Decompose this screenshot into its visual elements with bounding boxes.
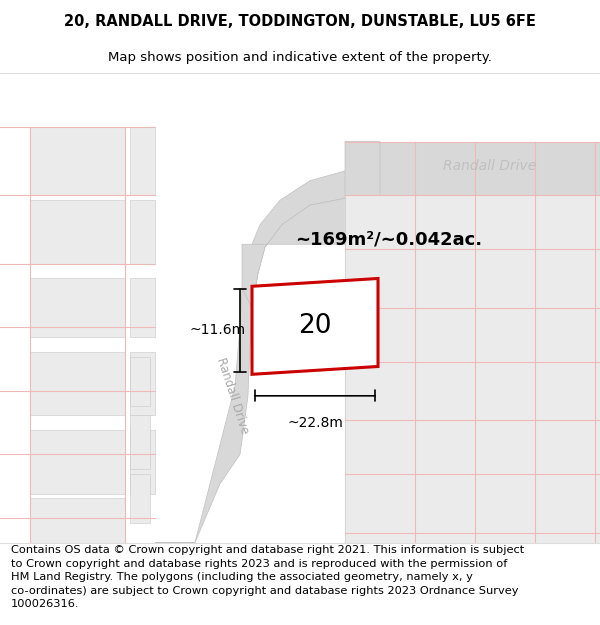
Bar: [30, 279, 125, 337]
Bar: [345, 196, 600, 249]
Bar: [30, 352, 125, 416]
Bar: [130, 200, 155, 264]
Bar: [345, 142, 600, 196]
Text: Randall Drive: Randall Drive: [443, 159, 536, 173]
Bar: [130, 474, 150, 523]
Polygon shape: [252, 279, 378, 374]
Bar: [30, 127, 125, 196]
Text: ~22.8m: ~22.8m: [287, 416, 343, 430]
Text: ~11.6m: ~11.6m: [190, 323, 246, 338]
Bar: [130, 430, 155, 494]
Polygon shape: [345, 142, 380, 198]
Bar: [130, 352, 155, 416]
Polygon shape: [155, 166, 380, 542]
Bar: [345, 196, 600, 244]
Bar: [130, 127, 155, 196]
Bar: [345, 196, 600, 542]
Text: Contains OS data © Crown copyright and database right 2021. This information is : Contains OS data © Crown copyright and d…: [11, 545, 524, 609]
Text: Map shows position and indicative extent of the property.: Map shows position and indicative extent…: [108, 51, 492, 64]
Text: ~169m²/~0.042ac.: ~169m²/~0.042ac.: [295, 231, 482, 248]
Bar: [130, 279, 155, 337]
Bar: [345, 249, 600, 308]
Bar: [345, 362, 600, 420]
Polygon shape: [242, 196, 380, 308]
Bar: [130, 416, 150, 469]
Bar: [345, 308, 600, 362]
Bar: [345, 420, 600, 474]
Text: 20: 20: [298, 313, 332, 339]
Bar: [130, 357, 150, 406]
Bar: [345, 474, 600, 542]
Bar: [30, 499, 125, 542]
Text: 20, RANDALL DRIVE, TODDINGTON, DUNSTABLE, LU5 6FE: 20, RANDALL DRIVE, TODDINGTON, DUNSTABLE…: [64, 14, 536, 29]
Bar: [30, 200, 125, 264]
Bar: [30, 430, 125, 494]
Text: Randall Drive: Randall Drive: [215, 356, 251, 436]
